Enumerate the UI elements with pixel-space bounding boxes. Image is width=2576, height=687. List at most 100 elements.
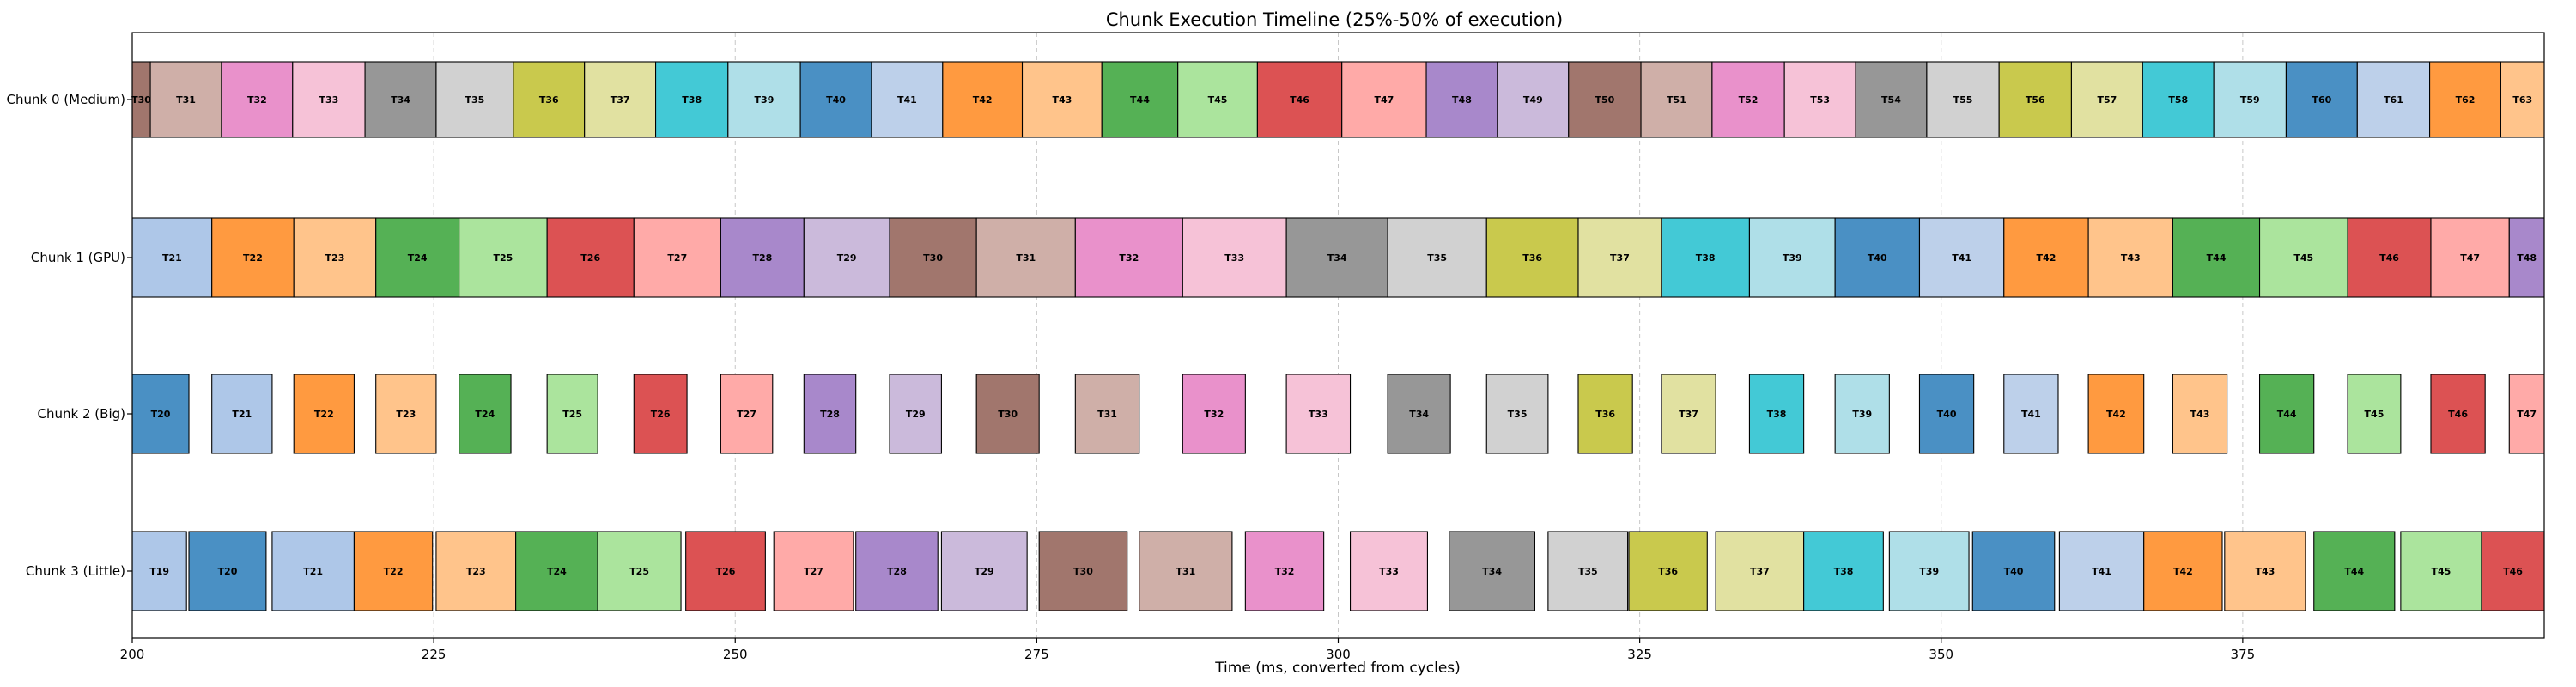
task-label: T54 xyxy=(1881,94,1901,106)
task-label: T63 xyxy=(2512,94,2532,106)
task-bar xyxy=(720,217,805,298)
task-bar xyxy=(293,217,377,298)
task-label: T21 xyxy=(162,252,182,264)
task-bar xyxy=(1074,217,1183,298)
task-bar xyxy=(188,531,267,611)
task-bar xyxy=(975,374,1040,454)
task-label: T29 xyxy=(975,566,994,577)
task-bar xyxy=(1640,61,1713,138)
task-label: T43 xyxy=(2121,252,2141,264)
task-bar xyxy=(2058,531,2145,611)
task-bar xyxy=(1748,217,1836,298)
task-label: T38 xyxy=(1834,566,1854,577)
task-label: T38 xyxy=(1767,409,1787,420)
task-bar xyxy=(1918,374,1975,454)
task-bar xyxy=(2258,217,2348,298)
task-label: T42 xyxy=(2037,252,2057,264)
task-label: T25 xyxy=(562,409,582,420)
task-bar xyxy=(940,531,1028,611)
task-bar xyxy=(353,531,434,611)
task-label: T19 xyxy=(149,566,169,577)
lane-label: Chunk 2 (Big) xyxy=(38,406,125,422)
task-label: T55 xyxy=(1953,94,1973,106)
task-bar xyxy=(1177,61,1258,138)
lane-label: Chunk 3 (Little) xyxy=(26,563,125,579)
task-bar xyxy=(132,374,190,454)
task-label: T38 xyxy=(682,94,702,106)
lane-label: Chunk 1 (GPU) xyxy=(31,250,125,265)
task-bar xyxy=(1711,61,1785,138)
task-bar xyxy=(2481,531,2544,611)
task-label: T37 xyxy=(1610,252,1630,264)
task-label: T42 xyxy=(2173,566,2193,577)
task-label: T41 xyxy=(1952,252,1971,264)
task-bar xyxy=(2400,531,2482,611)
task-label: T62 xyxy=(2456,94,2476,106)
task-label: T33 xyxy=(319,94,339,106)
task-label: T47 xyxy=(1374,94,1394,106)
task-bar xyxy=(1783,61,1856,138)
task-bar xyxy=(2313,531,2396,611)
task-bar xyxy=(803,374,857,454)
task-bar xyxy=(1101,61,1179,138)
task-bar xyxy=(1971,531,2056,611)
task-label: T32 xyxy=(247,94,267,106)
task-labels: T30 T31 T32 T33 T34 T35 T36 T37 T38 T39 T40 T41 T42 T… xyxy=(131,94,2537,577)
task-label: T31 xyxy=(1016,252,1036,264)
task-bars xyxy=(132,61,2544,611)
task-label: T47 xyxy=(2517,409,2537,420)
task-bar xyxy=(1485,217,1579,298)
task-label: T34 xyxy=(391,94,410,106)
task-label: T24 xyxy=(547,566,567,577)
y-axis: Chunk 0 (Medium) Chunk 1 (GPU) Chunk 2 (Bi… xyxy=(7,92,132,579)
task-bar xyxy=(132,217,213,298)
task-bar xyxy=(1021,61,1103,138)
task-label: T26 xyxy=(716,566,736,577)
task-label: T36 xyxy=(1522,252,1542,264)
task-label: T33 xyxy=(1309,409,1328,420)
task-bar xyxy=(2070,61,2143,138)
task-label: T44 xyxy=(2277,409,2297,420)
task-bar xyxy=(2429,61,2501,138)
task-label: T53 xyxy=(1810,94,1830,106)
task-label: T37 xyxy=(611,94,630,106)
task-label: T25 xyxy=(629,566,649,577)
task-bar xyxy=(803,217,890,298)
task-label: T58 xyxy=(2168,94,2188,106)
task-label: T59 xyxy=(2240,94,2260,106)
task-label: T47 xyxy=(2460,252,2480,264)
task-label: T24 xyxy=(408,252,428,264)
task-bar xyxy=(221,61,294,138)
task-label: T25 xyxy=(493,252,513,264)
task-label: T45 xyxy=(2293,252,2313,264)
task-label: T28 xyxy=(820,409,840,420)
task-bar xyxy=(2500,61,2544,138)
task-bar xyxy=(211,374,273,454)
task-bar xyxy=(2224,531,2306,611)
task-bar xyxy=(889,217,977,298)
task-label: T37 xyxy=(1750,566,1770,577)
task-label: T28 xyxy=(887,566,907,577)
task-bar xyxy=(889,374,942,454)
task-bar xyxy=(546,217,635,298)
task-bar xyxy=(1485,374,1549,454)
task-label: T26 xyxy=(580,252,600,264)
task-bar xyxy=(459,217,548,298)
x-tick-label: 300 xyxy=(1326,647,1351,662)
task-label: T35 xyxy=(1508,409,1528,420)
task-bar xyxy=(1341,61,1427,138)
task-label: T43 xyxy=(2190,409,2210,420)
task-label: T33 xyxy=(1224,252,1244,264)
task-label: T43 xyxy=(2255,566,2275,577)
task-bar xyxy=(2003,217,2089,298)
task-bar xyxy=(293,374,355,454)
task-bar xyxy=(1577,374,1633,454)
x-axis: 200 225 250 275 300 325 350 375 xyxy=(120,638,2255,662)
task-label: T39 xyxy=(1783,252,1802,264)
task-label: T26 xyxy=(651,409,671,420)
task-label: T52 xyxy=(1739,94,1759,106)
task-label: T27 xyxy=(737,409,756,420)
task-bar xyxy=(2258,374,2315,454)
task-bar xyxy=(2347,217,2432,298)
